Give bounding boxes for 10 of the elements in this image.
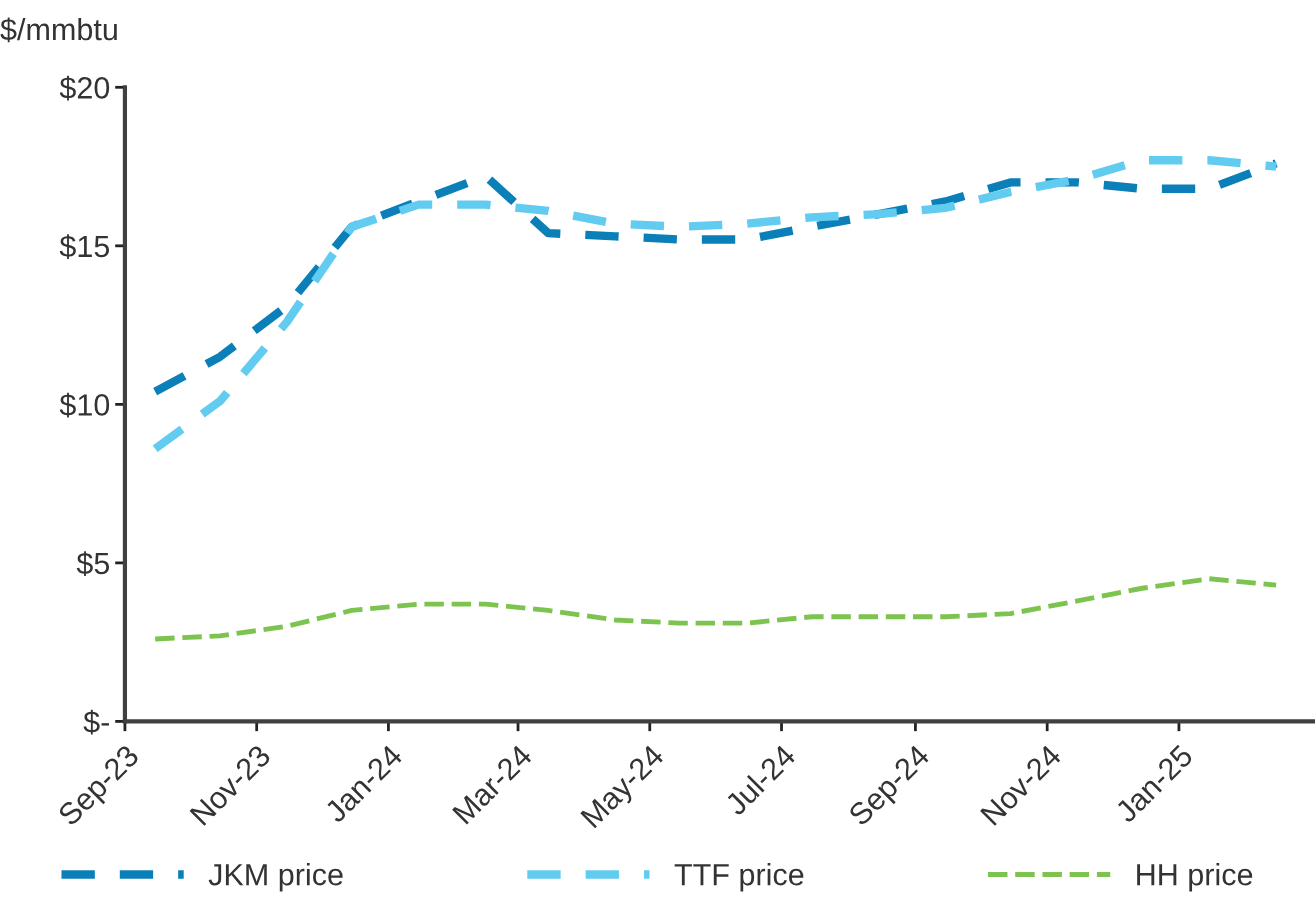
line-series — [152, 576, 1279, 642]
y-tick-label: $5 — [76, 551, 110, 577]
legend-label: JKM price — [208, 863, 343, 892]
y-tick-label: $20 — [59, 75, 110, 101]
legend-label: HH price — [1137, 863, 1253, 892]
legend-label: TTF price — [674, 863, 804, 892]
y-axis-title: $/mmbtu — [0, 17, 117, 43]
y-tick-label: $10 — [59, 392, 110, 418]
y-tick-label: $15 — [59, 234, 110, 260]
y-tick-label: $- — [83, 709, 109, 735]
